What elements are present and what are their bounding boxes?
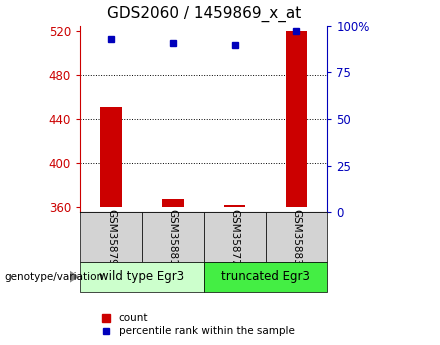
Bar (100, 107, 122, 207)
Bar (142, 212, 204, 262)
Text: truncated Egr3: truncated Egr3 (221, 270, 310, 283)
Bar (266, 212, 327, 262)
Bar (80, 262, 204, 292)
Title: GDS2060 / 1459869_x_at: GDS2060 / 1459869_x_at (106, 6, 301, 22)
Text: GSM35883: GSM35883 (291, 209, 301, 266)
Bar (286, 31, 307, 207)
Text: GSM35881: GSM35881 (168, 209, 178, 266)
Legend: count, percentile rank within the sample: count, percentile rank within the sample (102, 313, 294, 336)
Text: wild type Egr3: wild type Egr3 (99, 270, 184, 283)
Bar (204, 262, 327, 292)
Bar (224, 205, 246, 207)
Text: genotype/variation: genotype/variation (4, 272, 103, 282)
Text: GSM35879: GSM35879 (106, 209, 116, 266)
Bar (80, 212, 142, 262)
Bar (162, 199, 183, 207)
Text: GSM35877: GSM35877 (230, 209, 240, 266)
Bar (204, 212, 266, 262)
Polygon shape (70, 270, 79, 283)
